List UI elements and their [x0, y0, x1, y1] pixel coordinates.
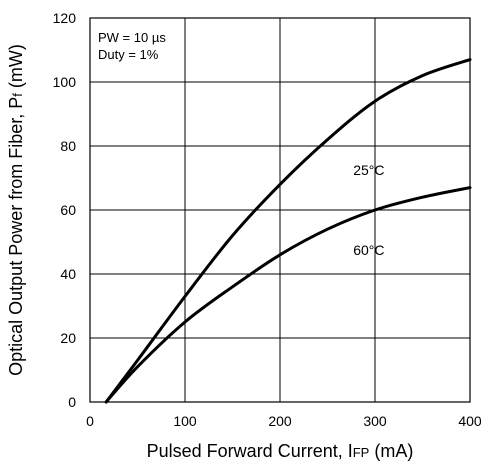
x-axis-title: Pulsed Forward Current, IFP (mA)	[147, 441, 414, 461]
y-tick-label: 60	[60, 202, 76, 218]
y-tick-label: 20	[60, 330, 76, 346]
curve-label-1: 60°C	[353, 242, 384, 258]
x-tick-label: 400	[458, 413, 482, 429]
x-tick-label: 0	[86, 413, 94, 429]
curve-label-0: 25°C	[353, 162, 384, 178]
condition-text: Duty = 1%	[98, 47, 159, 62]
y-tick-label: 80	[60, 138, 76, 154]
tick-labels: 0 100 200 300 400 0 20 40 60 80 100 120	[53, 10, 482, 429]
x-axis-subscript: FP	[353, 445, 370, 460]
x-tick-label: 300	[363, 413, 387, 429]
grid	[90, 18, 470, 402]
series-line-1	[104, 186, 472, 404]
condition-text: PW = 10 µs	[98, 30, 166, 45]
y-tick-label: 100	[53, 74, 77, 90]
y-axis-title: Optical Output Power from Fiber, Pf (mW)	[6, 44, 26, 376]
plot-frame	[89, 17, 471, 403]
x-tick-label: 100	[173, 413, 197, 429]
y-tick-label: 120	[53, 10, 77, 26]
y-axis-subscript: f	[10, 93, 25, 97]
y-tick-label: 0	[68, 394, 76, 410]
curve-labels: 25°C 60°C	[353, 162, 384, 258]
series-line-0	[104, 58, 472, 404]
condition-box	[91, 19, 177, 67]
series-group	[104, 58, 472, 404]
x-tick-label: 200	[268, 413, 292, 429]
y-tick-label: 40	[60, 266, 76, 282]
annotations: PW = 10 µs Duty = 1%	[91, 19, 177, 67]
